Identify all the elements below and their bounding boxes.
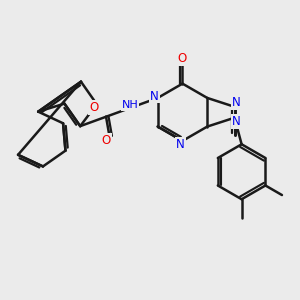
Text: N: N: [176, 138, 185, 151]
Text: O: O: [178, 52, 187, 64]
Text: NH: NH: [122, 100, 138, 110]
Text: N: N: [232, 97, 241, 110]
Text: O: O: [89, 101, 98, 114]
Text: N: N: [232, 115, 241, 128]
Text: O: O: [102, 134, 111, 147]
Text: N: N: [150, 89, 159, 103]
